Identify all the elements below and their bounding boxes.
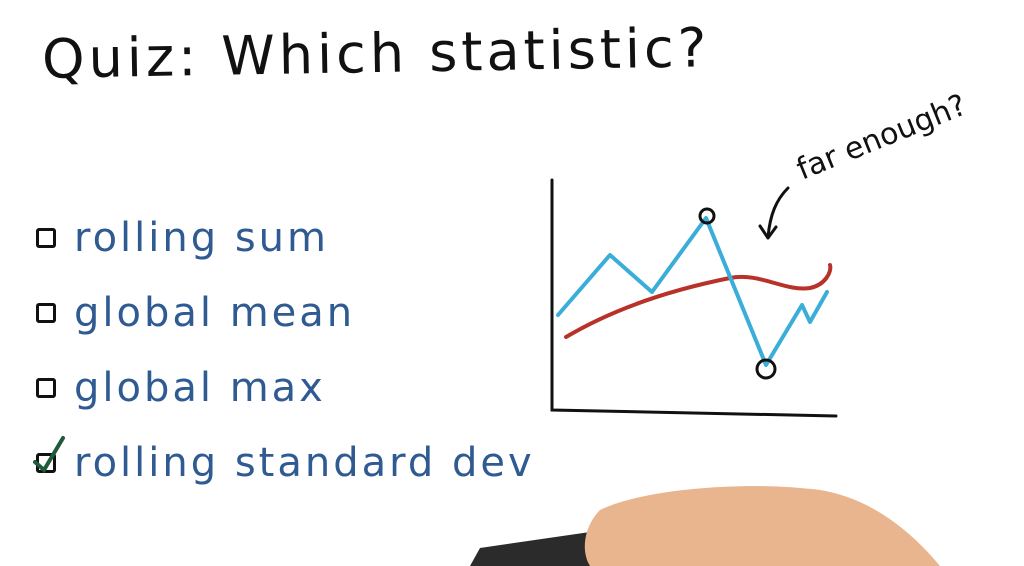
checkbox[interactable]	[36, 303, 56, 323]
option-global-mean[interactable]: global mean	[36, 290, 355, 336]
price-line	[556, 216, 829, 367]
peak-marker	[698, 207, 716, 225]
option-rolling-standard-dev[interactable]: rolling standard dev	[33, 436, 535, 486]
option-label: global max	[74, 365, 326, 411]
option-label: global mean	[74, 290, 356, 336]
checkbox[interactable]	[36, 228, 56, 248]
option-label: rolling standard dev	[74, 440, 535, 486]
sketch-chart: far enough?	[550, 88, 972, 418]
option-rolling-sum[interactable]: rolling sum	[36, 215, 329, 261]
rolling-mean-line	[564, 263, 833, 339]
hand-image	[584, 486, 940, 566]
checkbox-checked[interactable]	[33, 436, 65, 474]
option-label: rolling sum	[74, 215, 329, 261]
checkbox[interactable]	[36, 378, 56, 398]
chart-axes	[550, 178, 838, 418]
arrow-icon	[766, 186, 790, 239]
checkmark-icon	[33, 436, 65, 474]
option-global-max[interactable]: global max	[36, 365, 326, 411]
trough-marker	[755, 358, 777, 380]
presenter-hand	[470, 486, 940, 566]
annotation-text: far enough?	[792, 88, 972, 188]
